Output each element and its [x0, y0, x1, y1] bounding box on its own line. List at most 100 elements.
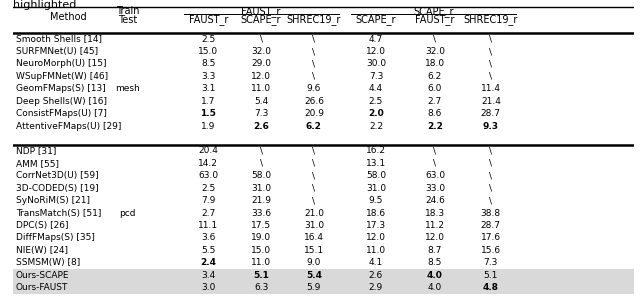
Text: 3.6: 3.6	[201, 233, 216, 242]
Text: 8.6: 8.6	[428, 109, 442, 118]
Text: highlighted.: highlighted.	[13, 0, 80, 10]
Text: Test: Test	[118, 15, 137, 25]
Text: \: \	[433, 34, 436, 44]
Text: \: \	[490, 171, 492, 180]
Text: SCAPE_r: SCAPE_r	[241, 14, 282, 25]
Text: FAUST_r: FAUST_r	[241, 6, 281, 17]
Text: 31.0: 31.0	[366, 184, 386, 193]
Text: 2.4: 2.4	[200, 258, 216, 267]
Text: \: \	[490, 146, 492, 156]
Text: 20.9: 20.9	[304, 109, 324, 118]
Text: 11.2: 11.2	[425, 221, 445, 230]
Text: 12.0: 12.0	[425, 233, 445, 242]
Text: NIE(W) [24]: NIE(W) [24]	[16, 246, 68, 255]
Text: \: \	[312, 34, 316, 44]
Text: \: \	[490, 184, 492, 193]
Text: CorrNet3D(U) [59]: CorrNet3D(U) [59]	[16, 171, 99, 180]
Text: DPC(S) [26]: DPC(S) [26]	[16, 221, 68, 230]
Text: SCAPE_r: SCAPE_r	[413, 6, 454, 17]
Text: SURFMNet(U) [45]: SURFMNet(U) [45]	[16, 47, 98, 56]
Text: 5.1: 5.1	[484, 271, 498, 280]
Text: 3.0: 3.0	[201, 283, 216, 292]
Text: 13.1: 13.1	[366, 159, 386, 168]
Text: 1.5: 1.5	[200, 109, 216, 118]
Text: \: \	[490, 159, 492, 168]
Text: 63.0: 63.0	[425, 171, 445, 180]
Text: 15.0: 15.0	[251, 246, 271, 255]
Text: Deep Shells(W) [16]: Deep Shells(W) [16]	[16, 97, 107, 106]
Text: 15.6: 15.6	[481, 246, 501, 255]
Text: 4.0: 4.0	[428, 283, 442, 292]
Text: 16.2: 16.2	[366, 146, 386, 156]
Text: \: \	[433, 159, 436, 168]
Text: SHREC19_r: SHREC19_r	[463, 14, 518, 25]
Text: 3.3: 3.3	[201, 72, 216, 81]
Text: SyNoRiM(S) [21]: SyNoRiM(S) [21]	[16, 196, 90, 205]
Text: NeuroMorph(U) [15]: NeuroMorph(U) [15]	[16, 59, 106, 68]
Text: 17.5: 17.5	[251, 221, 271, 230]
Text: 11.0: 11.0	[251, 84, 271, 93]
Text: 18.0: 18.0	[425, 59, 445, 68]
Text: 38.8: 38.8	[481, 209, 501, 217]
Text: 2.7: 2.7	[428, 97, 442, 106]
Text: 32.0: 32.0	[251, 47, 271, 56]
Text: SHREC19_r: SHREC19_r	[287, 14, 341, 25]
Text: 32.0: 32.0	[425, 47, 445, 56]
Text: 11.0: 11.0	[251, 258, 271, 267]
Text: 33.6: 33.6	[251, 209, 271, 217]
Text: 17.3: 17.3	[366, 221, 386, 230]
Text: SCAPE_r: SCAPE_r	[356, 14, 396, 25]
Text: 3.1: 3.1	[201, 84, 216, 93]
Text: 11.0: 11.0	[366, 246, 386, 255]
Text: 31.0: 31.0	[304, 221, 324, 230]
Text: \: \	[312, 72, 316, 81]
Text: Smooth Shells [14]: Smooth Shells [14]	[16, 34, 102, 44]
Text: mesh: mesh	[115, 84, 140, 93]
Text: 6.2: 6.2	[428, 72, 442, 81]
Text: \: \	[312, 171, 316, 180]
Text: 14.2: 14.2	[198, 159, 218, 168]
Text: 4.7: 4.7	[369, 34, 383, 44]
Text: \: \	[312, 196, 316, 205]
Text: 2.5: 2.5	[369, 97, 383, 106]
Text: GeomFMaps(S) [13]: GeomFMaps(S) [13]	[16, 84, 106, 93]
Text: 2.2: 2.2	[427, 122, 443, 131]
Text: 21.0: 21.0	[304, 209, 324, 217]
Text: Ours-SCAPE: Ours-SCAPE	[16, 271, 69, 280]
Text: \: \	[312, 159, 316, 168]
Text: 12.0: 12.0	[251, 72, 271, 81]
Text: 12.0: 12.0	[366, 47, 386, 56]
Text: 2.5: 2.5	[201, 34, 216, 44]
Text: 20.4: 20.4	[198, 146, 218, 156]
Text: \: \	[312, 146, 316, 156]
Text: 5.5: 5.5	[201, 246, 216, 255]
Text: 7.3: 7.3	[369, 72, 383, 81]
Text: 7.3: 7.3	[484, 258, 498, 267]
Text: 2.2: 2.2	[369, 122, 383, 131]
Text: \: \	[312, 184, 316, 193]
Text: 4.1: 4.1	[369, 258, 383, 267]
Text: 4.4: 4.4	[369, 84, 383, 93]
Text: 58.0: 58.0	[251, 171, 271, 180]
Text: \: \	[312, 59, 316, 68]
Text: WSupFMNet(W) [46]: WSupFMNet(W) [46]	[16, 72, 108, 81]
Text: 3.4: 3.4	[201, 271, 216, 280]
Text: 2.0: 2.0	[368, 109, 384, 118]
Text: 5.1: 5.1	[253, 271, 269, 280]
Text: ConsistFMaps(U) [7]: ConsistFMaps(U) [7]	[16, 109, 107, 118]
Text: 2.5: 2.5	[201, 184, 216, 193]
Text: AMM [55]: AMM [55]	[16, 159, 59, 168]
Text: 3D-CODED(S) [19]: 3D-CODED(S) [19]	[16, 184, 99, 193]
Text: 8.7: 8.7	[428, 246, 442, 255]
Text: 58.0: 58.0	[366, 171, 386, 180]
Text: \: \	[312, 47, 316, 56]
Bar	[13, 281, 634, 294]
Text: 28.7: 28.7	[481, 109, 501, 118]
Text: 18.3: 18.3	[425, 209, 445, 217]
Text: 63.0: 63.0	[198, 171, 218, 180]
Text: 21.9: 21.9	[251, 196, 271, 205]
Text: \: \	[260, 146, 262, 156]
Text: Ours-FAUST: Ours-FAUST	[16, 283, 68, 292]
Text: pcd: pcd	[120, 209, 136, 217]
Text: 6.2: 6.2	[306, 122, 322, 131]
